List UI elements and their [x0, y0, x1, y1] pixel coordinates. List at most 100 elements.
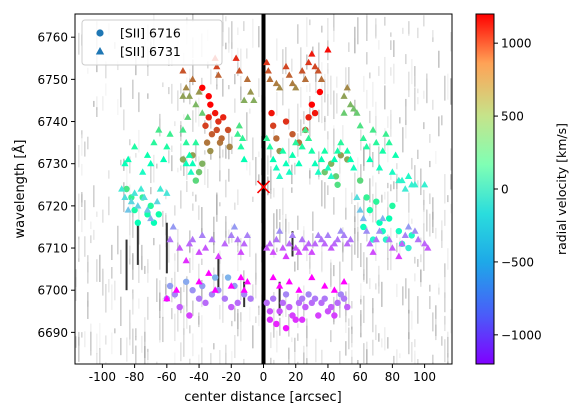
data-point	[366, 240, 374, 247]
data-point	[169, 223, 177, 230]
data-point	[331, 312, 338, 319]
data-point	[269, 248, 277, 255]
data-point	[220, 114, 227, 121]
data-point	[311, 62, 319, 70]
center-marker-stroke	[256, 180, 271, 194]
x-tick-label: -40	[189, 370, 209, 384]
legend-marker-circle	[96, 29, 104, 37]
data-point	[176, 303, 183, 311]
data-point	[295, 159, 303, 167]
data-point	[388, 168, 396, 175]
data-point	[179, 126, 187, 133]
data-point	[127, 197, 135, 205]
data-point	[221, 295, 229, 302]
data-point	[266, 143, 274, 150]
data-point	[276, 282, 284, 289]
data-point	[360, 223, 367, 231]
data-point	[324, 231, 332, 238]
data-point	[131, 189, 139, 196]
data-point	[155, 126, 163, 133]
data-point	[421, 240, 429, 247]
data-point	[182, 159, 190, 167]
data-point	[266, 240, 274, 247]
data-point	[343, 83, 351, 91]
data-point	[282, 62, 290, 70]
colorbar: −1000 −500 0 500 1000 radial velocity [km/s]	[475, 13, 569, 365]
data-point	[235, 67, 243, 74]
data-point	[272, 164, 280, 171]
data-point	[238, 134, 247, 141]
data-point	[163, 189, 171, 196]
data-point	[195, 277, 203, 285]
legend-label-sii-6716: [SII] 6716	[120, 26, 181, 41]
data-point	[411, 180, 419, 188]
data-point	[404, 172, 413, 179]
data-point	[201, 244, 210, 251]
y-tick-label: 6730	[37, 157, 68, 171]
y-tick-label: 6720	[37, 199, 68, 213]
data-point	[340, 295, 348, 302]
data-point	[411, 227, 419, 234]
y-tick-label: 6710	[37, 242, 68, 256]
data-point	[405, 244, 412, 252]
legend-box	[81, 19, 223, 66]
data-point	[182, 83, 190, 91]
data-point	[311, 109, 319, 117]
data-point	[276, 308, 283, 315]
data-point	[398, 240, 406, 247]
data-point	[298, 143, 306, 150]
data-point	[205, 114, 212, 121]
data-point	[213, 62, 221, 70]
data-point	[308, 248, 316, 255]
data-point	[182, 138, 190, 146]
data-point	[363, 227, 371, 234]
data-point	[134, 219, 142, 226]
data-point	[321, 147, 329, 154]
data-point	[269, 155, 277, 163]
data-point	[264, 67, 272, 74]
x-tick-label: 80	[385, 370, 400, 384]
data-point	[343, 240, 351, 247]
data-point	[203, 139, 211, 146]
data-point	[226, 143, 233, 151]
data-point	[247, 88, 255, 95]
data-point	[202, 122, 209, 129]
data-point	[376, 219, 383, 226]
data-point	[285, 71, 293, 78]
data-point	[205, 269, 213, 276]
data-point	[179, 67, 187, 74]
data-point	[332, 173, 340, 180]
data-point	[268, 109, 275, 117]
data-point	[185, 240, 193, 247]
data-point	[344, 303, 351, 311]
data-point	[273, 135, 280, 142]
data-point	[292, 138, 300, 146]
colorbar-gradient	[475, 13, 495, 365]
data-point	[273, 320, 280, 328]
data-point	[140, 193, 148, 201]
data-point	[369, 126, 377, 133]
colorbar-tick-label: −1000	[501, 328, 542, 342]
data-point	[195, 168, 203, 176]
data-point	[269, 273, 277, 281]
data-point	[118, 185, 126, 192]
data-point	[163, 143, 171, 150]
data-point	[301, 244, 309, 251]
legend-marker-triangle	[95, 47, 105, 55]
data-point	[272, 235, 280, 243]
data-point	[163, 294, 171, 302]
data-point	[375, 164, 384, 171]
data-point	[213, 126, 220, 134]
x-axis-label: center distance [arcsec]	[184, 390, 341, 405]
data-point	[266, 316, 274, 323]
center-marker	[256, 180, 271, 194]
data-point	[316, 88, 324, 96]
data-point	[363, 194, 370, 201]
data-point	[166, 235, 174, 243]
data-point	[288, 151, 297, 158]
data-point	[350, 164, 358, 171]
data-point	[401, 185, 409, 192]
colorbar-tick-label: −500	[501, 255, 534, 269]
data-point	[385, 215, 393, 222]
data-point	[234, 130, 242, 137]
